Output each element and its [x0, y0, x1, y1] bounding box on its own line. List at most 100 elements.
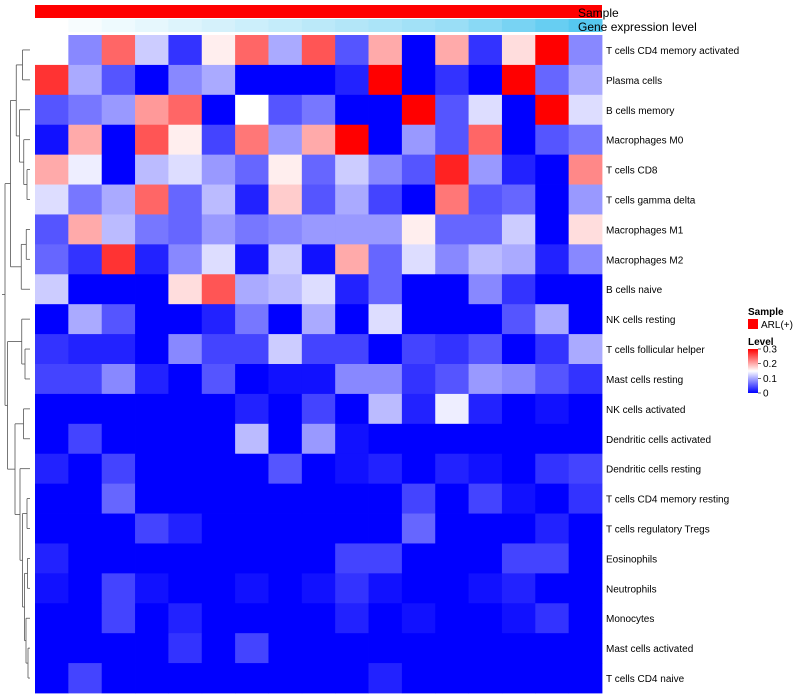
heatmap-cell — [435, 184, 469, 215]
heatmap-cell — [35, 483, 69, 514]
heatmap-cell — [168, 94, 203, 126]
heatmap-cell — [468, 573, 503, 604]
heatmap-cell — [435, 573, 469, 604]
heatmap-cell — [301, 513, 336, 544]
heatmap-cell — [235, 64, 269, 96]
heatmap-cell — [101, 603, 136, 634]
heatmap-cell — [235, 573, 269, 604]
heatmap-cell — [401, 393, 436, 425]
heatmap-cell — [501, 423, 536, 455]
heatmap-cell — [301, 184, 336, 215]
heatmap-cell — [101, 274, 136, 305]
heatmap-cell — [401, 154, 436, 185]
heatmap-cell — [368, 334, 403, 365]
heatmap-cell — [535, 603, 570, 634]
heatmap-cell — [468, 94, 503, 126]
heatmap-cell — [268, 124, 303, 156]
heatmap-cell — [301, 334, 336, 365]
heatmap-cells — [35, 35, 603, 694]
heatmap-cell — [235, 334, 269, 365]
heatmap-cell — [235, 274, 269, 305]
heatmap-cell — [68, 633, 103, 664]
heatmap-cell — [268, 334, 303, 365]
heatmap-cell — [335, 393, 369, 425]
row-label: Eosinophils — [606, 554, 657, 565]
row-label: Mast cells activated — [606, 644, 693, 655]
heatmap-cell — [368, 393, 403, 425]
heatmap-cell — [201, 453, 236, 485]
legend-level-ticks: 0.3 0.2 0.1 0 — [758, 345, 777, 400]
heatmap-cell — [268, 423, 303, 455]
heatmap-cell — [568, 513, 603, 544]
heatmap-cell — [568, 483, 603, 514]
heatmap-cell — [435, 64, 469, 96]
heatmap-cell — [35, 274, 69, 305]
row-labels: T cells CD4 memory activated Plasma cells… — [606, 46, 739, 685]
heatmap-cell — [501, 633, 536, 664]
heatmap-cell — [335, 35, 369, 66]
legend-tick-label: 0.2 — [763, 359, 777, 370]
row-label: Dendritic cells resting — [606, 465, 701, 476]
heatmap-cell — [535, 423, 570, 455]
heatmap-cell — [235, 543, 269, 574]
heatmap-cell — [535, 214, 570, 245]
heatmap-cell — [135, 483, 169, 514]
heatmap-cell — [535, 573, 570, 604]
heatmap-cell — [501, 35, 536, 66]
annotation-gene-cell — [335, 19, 370, 32]
row-label: Mast cells resting — [606, 375, 683, 386]
heatmap-cell — [468, 603, 503, 634]
heatmap-cell — [135, 393, 169, 425]
row-label: T cells gamma delta — [606, 196, 696, 207]
heatmap-cell — [401, 423, 436, 455]
heatmap-cell — [235, 244, 269, 275]
heatmap-cell — [68, 124, 103, 156]
heatmap-cell — [201, 364, 236, 395]
heatmap-cell — [101, 543, 136, 574]
heatmap-cell — [201, 423, 236, 455]
heatmap-cell — [235, 393, 269, 425]
heatmap-cell — [35, 393, 69, 425]
heatmap-cell — [68, 393, 103, 425]
heatmap-cell — [568, 573, 603, 604]
heatmap-cell — [35, 423, 69, 455]
heatmap-cell — [135, 304, 169, 335]
heatmap-cell — [401, 663, 436, 694]
heatmap-cell — [268, 214, 303, 245]
heatmap-cell — [101, 453, 136, 485]
heatmap-cell — [268, 663, 303, 694]
heatmap-cell — [501, 154, 536, 185]
heatmap-cell — [68, 423, 103, 455]
heatmap-cell — [101, 334, 136, 365]
heatmap-cell — [568, 663, 603, 694]
heatmap-cell — [368, 214, 403, 245]
heatmap-cell — [368, 304, 403, 335]
heatmap-cell — [535, 633, 570, 664]
heatmap-cell — [535, 124, 570, 156]
heatmap-cell — [501, 573, 536, 604]
heatmap-cell — [101, 214, 136, 245]
heatmap-cell — [435, 244, 469, 275]
heatmap-cell — [401, 603, 436, 634]
heatmap-cell — [235, 364, 269, 395]
heatmap-cell — [568, 64, 603, 96]
heatmap-cell — [301, 35, 336, 66]
heatmap-cell — [168, 663, 203, 694]
annotation-gene-cell — [568, 19, 603, 32]
heatmap-cell — [168, 364, 203, 395]
heatmap-cell — [201, 603, 236, 634]
row-dendrogram — [2, 49, 30, 679]
row-label: Neutrophils — [606, 584, 657, 595]
heatmap-cell — [535, 274, 570, 305]
heatmap-cell — [335, 603, 369, 634]
heatmap-cell — [168, 334, 203, 365]
row-label: Monocytes — [606, 614, 654, 625]
annotation-gene-cell — [168, 19, 203, 32]
heatmap-cell — [368, 663, 403, 694]
heatmap-cell — [101, 304, 136, 335]
annotation-gene-cell — [268, 19, 303, 32]
heatmap-cell — [68, 603, 103, 634]
heatmap-cell — [35, 453, 69, 485]
heatmap-cell — [68, 94, 103, 126]
